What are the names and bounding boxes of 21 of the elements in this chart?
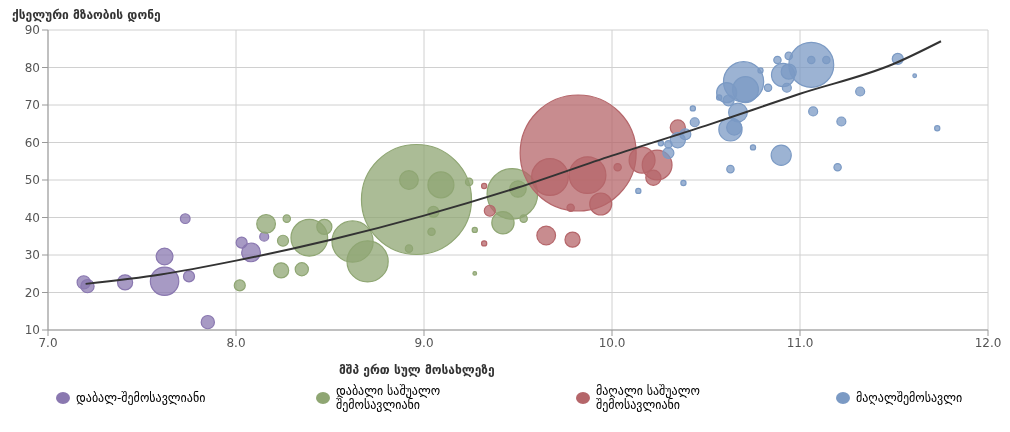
legend-label: მაღალი საშუალო შემოსავლიანი [596, 384, 701, 412]
y-tick-label: 90 [24, 23, 40, 38]
y-axis-title: ქსელური მზაობის დონე [12, 8, 161, 22]
x-axis-title: მშპ ერთ სულ მოსახლეზე [339, 363, 495, 377]
x-tick-label: 7.0 [38, 335, 58, 350]
x-tick-label: 12.0 [974, 335, 1002, 350]
y-tick-label: 20 [24, 285, 40, 300]
legend-label: მაღალშემოსავლი [856, 391, 963, 405]
y-tick-label: 30 [24, 248, 40, 263]
y-tick-label: 10 [24, 323, 40, 338]
y-tick-label: 70 [24, 98, 40, 113]
legend-label: დაბალი საშუალო შემოსავლიანი [336, 384, 442, 412]
x-tick-label: 9.0 [414, 335, 434, 350]
x-tick-label: 11.0 [786, 335, 814, 350]
y-tick-label: 50 [24, 173, 40, 188]
y-tick-label: 40 [24, 210, 40, 225]
legend-label: დაბალ-შემოსავლიანი [76, 391, 206, 405]
x-tick-label: 8.0 [226, 335, 246, 350]
y-tick-label: 60 [24, 135, 40, 150]
x-tick-label: 10.0 [598, 335, 626, 350]
y-tick-label: 80 [24, 60, 40, 75]
